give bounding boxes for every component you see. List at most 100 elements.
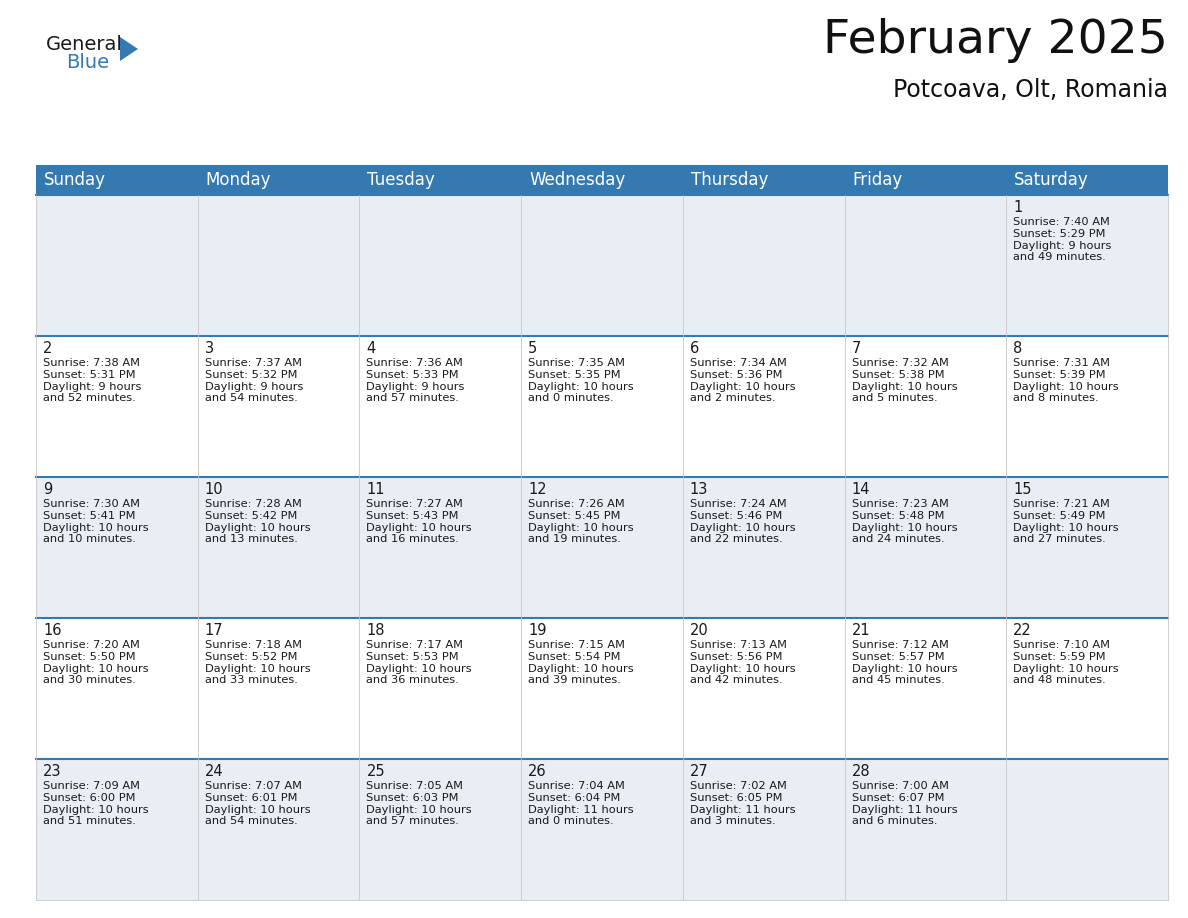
Text: Sunset: 5:32 PM: Sunset: 5:32 PM xyxy=(204,370,297,380)
Text: and 30 minutes.: and 30 minutes. xyxy=(43,676,135,686)
Text: Daylight: 10 hours: Daylight: 10 hours xyxy=(852,522,958,532)
Text: and 57 minutes.: and 57 minutes. xyxy=(366,394,460,404)
Text: Daylight: 10 hours: Daylight: 10 hours xyxy=(204,664,310,674)
Text: and 57 minutes.: and 57 minutes. xyxy=(366,816,460,826)
Text: 5: 5 xyxy=(529,341,537,356)
Text: Daylight: 10 hours: Daylight: 10 hours xyxy=(690,664,796,674)
Text: Daylight: 10 hours: Daylight: 10 hours xyxy=(1013,382,1119,392)
Text: 8: 8 xyxy=(1013,341,1023,356)
Text: Sunrise: 7:05 AM: Sunrise: 7:05 AM xyxy=(366,781,463,790)
Text: 17: 17 xyxy=(204,623,223,638)
Bar xyxy=(36,477,197,618)
Text: Sunrise: 7:40 AM: Sunrise: 7:40 AM xyxy=(1013,217,1110,227)
Text: Sunset: 5:48 PM: Sunset: 5:48 PM xyxy=(852,510,944,521)
Text: and 10 minutes.: and 10 minutes. xyxy=(43,534,135,544)
Text: Daylight: 10 hours: Daylight: 10 hours xyxy=(690,522,796,532)
Bar xyxy=(522,195,683,336)
Text: Daylight: 10 hours: Daylight: 10 hours xyxy=(529,664,633,674)
Text: Sunrise: 7:20 AM: Sunrise: 7:20 AM xyxy=(43,640,140,650)
Text: Daylight: 9 hours: Daylight: 9 hours xyxy=(204,382,303,392)
Bar xyxy=(845,618,1006,759)
Text: 14: 14 xyxy=(852,482,870,497)
Text: February 2025: February 2025 xyxy=(823,18,1168,63)
Text: Sunset: 5:39 PM: Sunset: 5:39 PM xyxy=(1013,370,1106,380)
Text: Sunset: 5:41 PM: Sunset: 5:41 PM xyxy=(43,510,135,521)
Text: Sunrise: 7:24 AM: Sunrise: 7:24 AM xyxy=(690,498,786,509)
Text: and 52 minutes.: and 52 minutes. xyxy=(43,394,135,404)
Text: Potcoava, Olt, Romania: Potcoava, Olt, Romania xyxy=(893,78,1168,102)
Text: Sunset: 5:56 PM: Sunset: 5:56 PM xyxy=(690,652,783,662)
Text: and 48 minutes.: and 48 minutes. xyxy=(1013,676,1106,686)
Text: and 51 minutes.: and 51 minutes. xyxy=(43,816,135,826)
Bar xyxy=(522,477,683,618)
Text: Daylight: 10 hours: Daylight: 10 hours xyxy=(43,664,148,674)
Text: 25: 25 xyxy=(366,764,385,779)
Text: Sunrise: 7:02 AM: Sunrise: 7:02 AM xyxy=(690,781,786,790)
Text: Sunrise: 7:21 AM: Sunrise: 7:21 AM xyxy=(1013,498,1110,509)
Bar xyxy=(36,165,1168,195)
Text: Sunrise: 7:34 AM: Sunrise: 7:34 AM xyxy=(690,358,786,368)
Text: 27: 27 xyxy=(690,764,708,779)
Text: 16: 16 xyxy=(43,623,62,638)
Bar xyxy=(683,195,845,336)
Bar xyxy=(1006,477,1168,618)
Text: and 0 minutes.: and 0 minutes. xyxy=(529,816,614,826)
Text: and 16 minutes.: and 16 minutes. xyxy=(366,534,460,544)
Text: Sunrise: 7:09 AM: Sunrise: 7:09 AM xyxy=(43,781,140,790)
Text: Sunrise: 7:36 AM: Sunrise: 7:36 AM xyxy=(366,358,463,368)
Text: Daylight: 9 hours: Daylight: 9 hours xyxy=(366,382,465,392)
Text: 9: 9 xyxy=(43,482,52,497)
Text: and 3 minutes.: and 3 minutes. xyxy=(690,816,776,826)
Text: 1: 1 xyxy=(1013,200,1023,215)
Text: Sunset: 5:54 PM: Sunset: 5:54 PM xyxy=(529,652,620,662)
Text: 23: 23 xyxy=(43,764,62,779)
Text: 2: 2 xyxy=(43,341,52,356)
Bar xyxy=(360,477,522,618)
Bar xyxy=(197,759,360,900)
Bar xyxy=(683,477,845,618)
Text: and 0 minutes.: and 0 minutes. xyxy=(529,394,614,404)
Text: Sunrise: 7:38 AM: Sunrise: 7:38 AM xyxy=(43,358,140,368)
Text: Daylight: 10 hours: Daylight: 10 hours xyxy=(529,382,633,392)
Text: 18: 18 xyxy=(366,623,385,638)
Text: 7: 7 xyxy=(852,341,861,356)
Text: Friday: Friday xyxy=(853,171,903,189)
Text: Daylight: 10 hours: Daylight: 10 hours xyxy=(852,664,958,674)
Text: Daylight: 10 hours: Daylight: 10 hours xyxy=(529,522,633,532)
Bar xyxy=(522,759,683,900)
Text: Sunset: 6:03 PM: Sunset: 6:03 PM xyxy=(366,792,459,802)
Text: Sunrise: 7:27 AM: Sunrise: 7:27 AM xyxy=(366,498,463,509)
Text: and 27 minutes.: and 27 minutes. xyxy=(1013,534,1106,544)
Bar xyxy=(1006,759,1168,900)
Text: 10: 10 xyxy=(204,482,223,497)
Bar xyxy=(845,336,1006,477)
Text: Daylight: 10 hours: Daylight: 10 hours xyxy=(366,522,472,532)
Text: Sunset: 5:57 PM: Sunset: 5:57 PM xyxy=(852,652,944,662)
Text: Sunrise: 7:23 AM: Sunrise: 7:23 AM xyxy=(852,498,948,509)
Text: and 54 minutes.: and 54 minutes. xyxy=(204,394,297,404)
Text: and 42 minutes.: and 42 minutes. xyxy=(690,676,783,686)
Text: and 33 minutes.: and 33 minutes. xyxy=(204,676,297,686)
Text: Sunset: 5:52 PM: Sunset: 5:52 PM xyxy=(204,652,297,662)
Text: Daylight: 9 hours: Daylight: 9 hours xyxy=(43,382,141,392)
Bar xyxy=(522,618,683,759)
Text: Sunset: 6:04 PM: Sunset: 6:04 PM xyxy=(529,792,620,802)
Text: Daylight: 11 hours: Daylight: 11 hours xyxy=(529,804,633,814)
Bar xyxy=(683,759,845,900)
Text: Sunset: 5:53 PM: Sunset: 5:53 PM xyxy=(366,652,459,662)
Text: Daylight: 9 hours: Daylight: 9 hours xyxy=(1013,241,1112,251)
Text: Sunset: 5:42 PM: Sunset: 5:42 PM xyxy=(204,510,297,521)
Bar xyxy=(522,336,683,477)
Text: 11: 11 xyxy=(366,482,385,497)
Text: Blue: Blue xyxy=(67,53,109,72)
Text: Sunset: 5:38 PM: Sunset: 5:38 PM xyxy=(852,370,944,380)
Text: 13: 13 xyxy=(690,482,708,497)
Text: and 49 minutes.: and 49 minutes. xyxy=(1013,252,1106,263)
Text: Daylight: 10 hours: Daylight: 10 hours xyxy=(43,804,148,814)
Text: 28: 28 xyxy=(852,764,870,779)
Text: Sunrise: 7:32 AM: Sunrise: 7:32 AM xyxy=(852,358,948,368)
Bar xyxy=(360,195,522,336)
Text: General: General xyxy=(46,35,122,54)
Text: Sunset: 5:36 PM: Sunset: 5:36 PM xyxy=(690,370,783,380)
Bar xyxy=(36,618,197,759)
